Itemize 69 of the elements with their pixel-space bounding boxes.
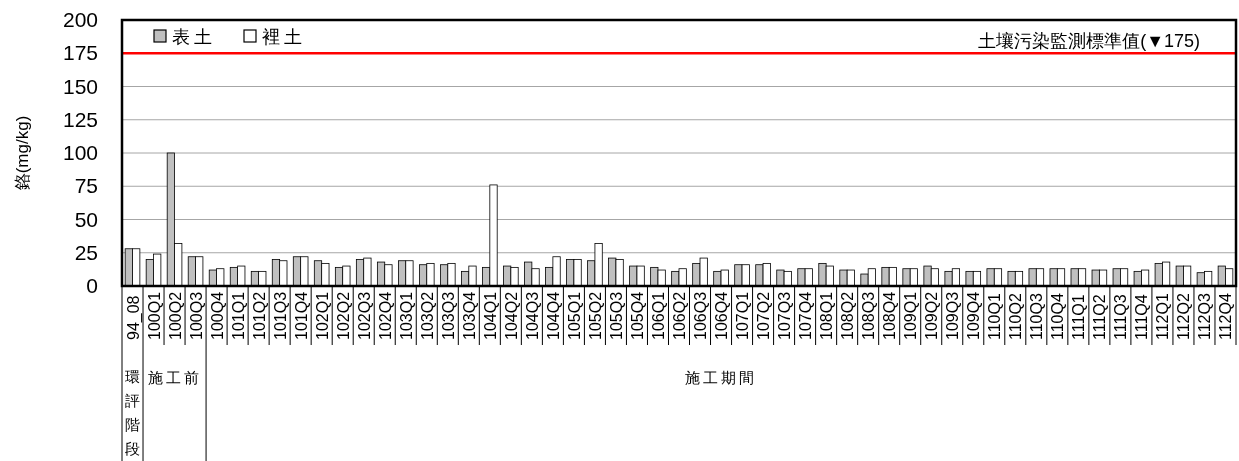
x-tick-label: 102Q1: [313, 291, 331, 340]
y-tick-label: 175: [62, 41, 98, 65]
x-tick-label: 107Q3: [776, 291, 794, 340]
x-tick-label: 112Q3: [1196, 293, 1214, 340]
text: 施工期間: [685, 369, 758, 386]
x-tick-label: 101Q1: [229, 291, 247, 340]
x-tick-label: 106Q2: [671, 291, 688, 340]
x-tick-label: 94_08: [124, 295, 143, 340]
ref-line-label: 土壤污染監測標準值(▼175): [978, 31, 1200, 52]
x-tick-label: 102Q2: [334, 291, 352, 340]
x-tick-label: 110Q4: [1049, 293, 1067, 340]
x-tick-label: 109Q4: [965, 291, 983, 340]
x-tick-label: 101Q3: [271, 291, 289, 340]
x-tick-label: 102Q4: [376, 291, 394, 340]
y-tick-label: 125: [62, 107, 98, 131]
text: 環評階段: [125, 368, 141, 457]
y-tick-label: 100: [62, 141, 98, 164]
x-tick-label: 108Q1: [818, 291, 836, 340]
x-tick-label: 106Q4: [713, 291, 731, 340]
x-tick-label: 101Q4: [292, 291, 310, 340]
x-tick-label: 102Q3: [355, 291, 373, 340]
x-tick-label: 104Q1: [481, 291, 499, 340]
x-tick-label: 103Q1: [397, 291, 415, 340]
x-tick-label: 104Q3: [523, 291, 541, 340]
x-tick-label: 111Q1: [1070, 294, 1088, 340]
x-tick-label: 100Q1: [145, 291, 163, 340]
x-tick-label: 100Q4: [208, 291, 226, 340]
legend-label: 裡土: [262, 27, 306, 47]
x-tick-label: 110Q2: [1007, 293, 1025, 340]
x-tick-label: 106Q1: [649, 291, 667, 340]
x-tick-label: 105Q3: [607, 291, 625, 340]
x-tick-label: 103Q3: [439, 291, 457, 340]
x-tick-label: 105Q1: [565, 291, 583, 340]
x-tick-label: 107Q4: [797, 291, 815, 340]
x-tick-label: 110Q3: [1028, 293, 1046, 340]
y-tick-label: 150: [62, 74, 98, 98]
y-axis-title: 鉻(mg/kg): [13, 115, 32, 191]
y-tick-label: 50: [74, 207, 98, 231]
x-tick-label: 108Q4: [881, 291, 899, 340]
x-tick-label: 103Q2: [418, 291, 436, 340]
legend-label: 表土: [172, 27, 216, 47]
x-tick-label: 100Q2: [166, 291, 184, 340]
y-tick-label: 75: [74, 174, 98, 198]
x-tick-label: 105Q4: [628, 291, 646, 340]
x-tick-label: 103Q4: [460, 291, 478, 340]
x-tick-label: 109Q3: [944, 291, 962, 340]
x-tick-label: 108Q3: [860, 291, 878, 340]
x-tick-label: 100Q3: [187, 291, 205, 340]
x-tick-label: 108Q2: [839, 291, 857, 340]
x-tick-label: 101Q2: [250, 291, 268, 340]
x-tick-label: 111Q4: [1133, 294, 1151, 340]
x-tick-label: 105Q2: [586, 291, 604, 340]
x-tick-label: 112Q4: [1217, 293, 1235, 340]
x-tick-label: 109Q1: [902, 291, 920, 340]
y-tick-label: 200: [62, 8, 98, 31]
x-tick-label: 104Q2: [502, 291, 520, 340]
x-tick-label: 107Q2: [755, 291, 773, 340]
x-tick-label: 111Q3: [1112, 294, 1130, 340]
x-tick-label: 109Q2: [923, 291, 941, 340]
x-tick-label: 104Q4: [544, 291, 562, 340]
text: 施工前: [147, 369, 202, 386]
x-tick-label: 112Q1: [1154, 293, 1172, 340]
x-tick-label: 110Q1: [986, 293, 1004, 340]
x-tick-label: 107Q1: [734, 291, 752, 340]
x-tick-label: 111Q2: [1091, 294, 1109, 340]
x-tick-label: 112Q2: [1175, 293, 1193, 340]
x-tick-label: 106Q3: [692, 291, 710, 340]
y-tick-label: 25: [74, 240, 98, 264]
y-tick-label: 0: [86, 274, 98, 297]
